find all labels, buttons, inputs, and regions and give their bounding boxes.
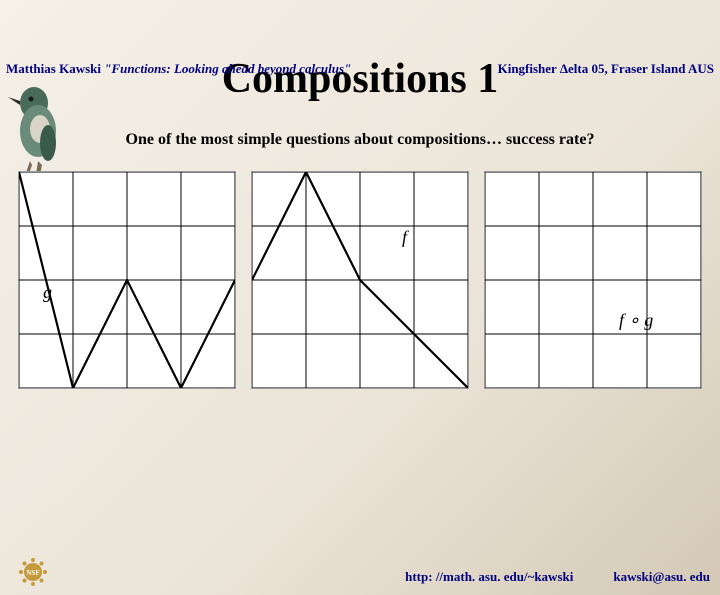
footer-url: http: //math. asu. edu/~kawski (405, 569, 573, 585)
charts-row: g f f ∘ g (0, 171, 720, 389)
footer-email: kawski@asu. edu (613, 569, 710, 585)
header-event: Kingfisher Δelta 05, Fraser Island AUS (498, 61, 714, 77)
chart-function-label: g (43, 282, 52, 303)
chart-g: g (18, 171, 236, 389)
chart-function-label: f (402, 227, 407, 248)
footer: http: //math. asu. edu/~kawski kawski@as… (0, 569, 710, 585)
header: Matthias Kawski "Functions: Looking ahea… (6, 61, 714, 77)
header-talk-title: "Functions: Looking ahead beyond calculu… (104, 61, 351, 76)
chart-f: f (251, 171, 469, 389)
chart-function-label: f ∘ g (619, 310, 653, 331)
subtitle: One of the most simple questions about c… (0, 131, 720, 149)
chart-fog: f ∘ g (484, 171, 702, 389)
